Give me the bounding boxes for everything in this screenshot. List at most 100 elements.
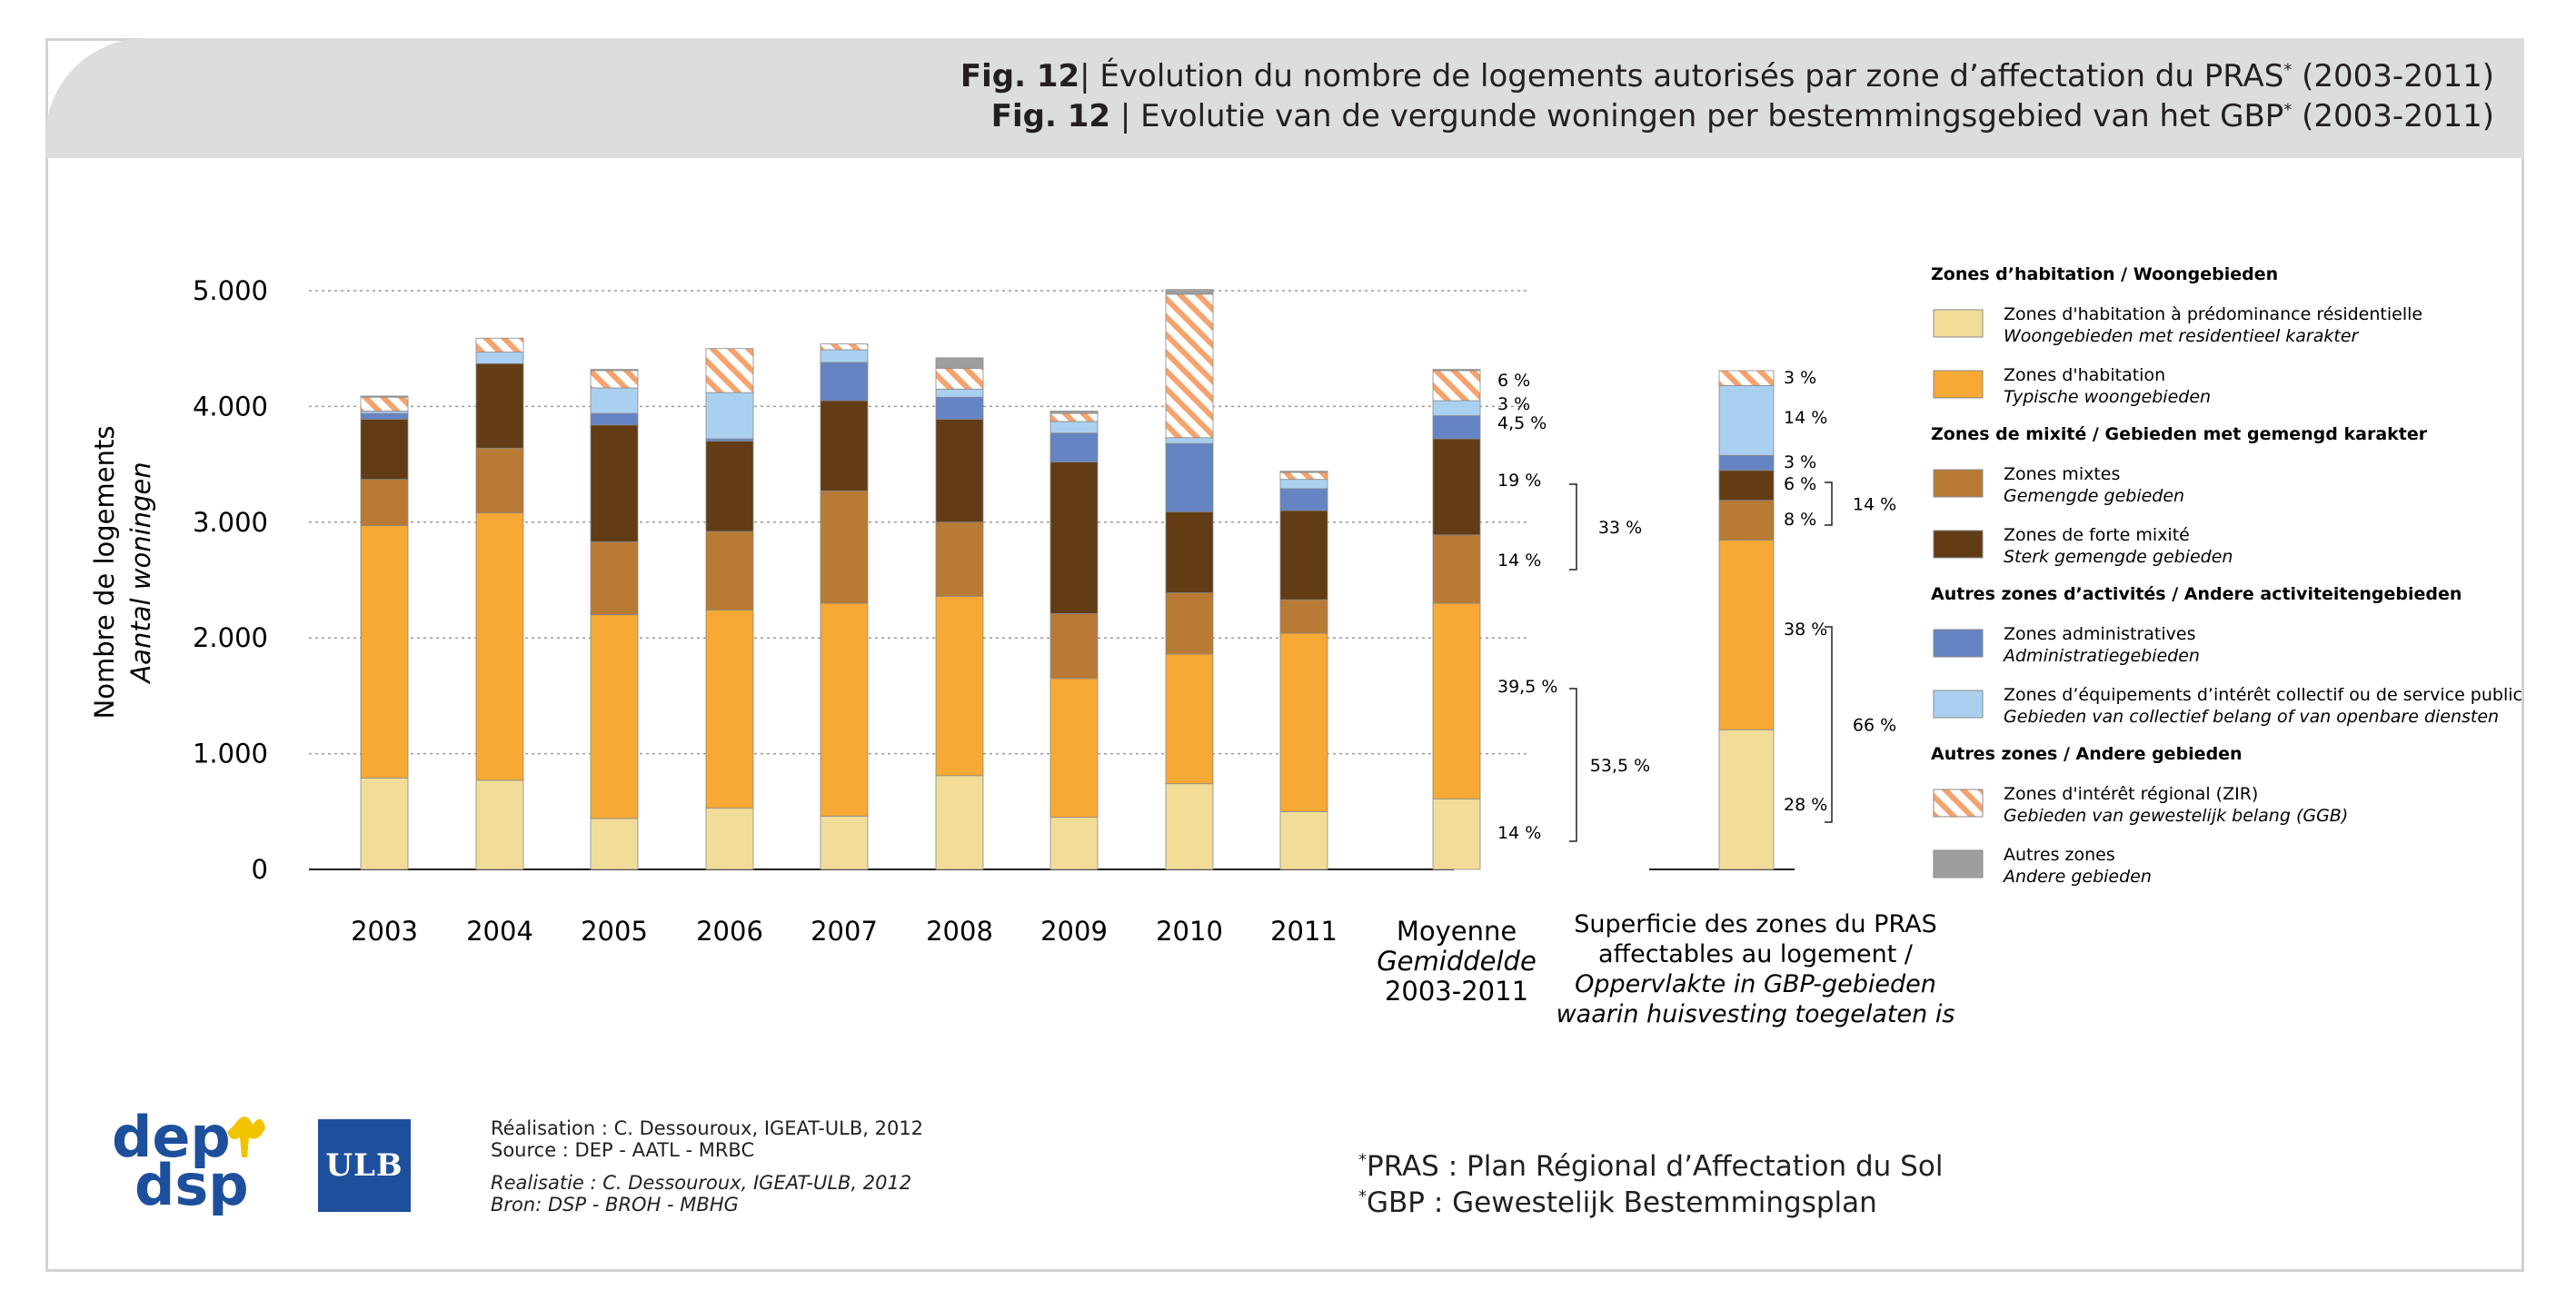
surface-title-fr: Superficie des zones du PRAS xyxy=(1574,910,1937,938)
x-tick-label: 2005 xyxy=(581,916,648,947)
surface-group-mixed-label: 14 % xyxy=(1853,495,1896,515)
legend-label-fr: Autres zones xyxy=(2004,845,2115,865)
bar-segment-strong_mixed xyxy=(1279,510,1328,600)
average-segment-label: 6 % xyxy=(1497,371,1530,391)
average-group-habitation-label: 53,5 % xyxy=(1590,756,1650,776)
surface-segment-label: 14 % xyxy=(1784,408,1827,428)
surface-segment-label: 6 % xyxy=(1784,474,1816,494)
credits-nl: Realisatie : C. Dessouroux, IGEAT-ULB, 2… xyxy=(491,1172,911,1216)
bar-segment-habitation xyxy=(1279,632,1328,812)
legend-label-fr: Zones mixtes xyxy=(2004,464,2120,484)
bar-segment-strong_mixed xyxy=(820,400,869,491)
bar-segment-residential xyxy=(1279,810,1328,870)
title-nl-tail: (2003-2011) xyxy=(2292,98,2494,134)
bar-segment-administrative xyxy=(820,362,869,402)
bar-segment-strong_mixed xyxy=(935,419,984,523)
surface-segment-label: 3 % xyxy=(1784,452,1816,472)
legend-swatch-strong_mixed xyxy=(1933,530,1984,559)
surface-segment-equipment xyxy=(1718,385,1775,456)
bar-segment-administrative xyxy=(590,412,639,426)
y-tick-label: 5.000 xyxy=(193,275,268,306)
average-group-mixed-bracket xyxy=(1569,483,1577,571)
title-fr: Fig. 12| Évolution du nombre de logement… xyxy=(960,58,2494,94)
legend-label-nl: Gebieden van gewestelijk belang (GGB) xyxy=(2004,806,2348,826)
legend-group-title: Autres zones / Andere gebieden xyxy=(1931,744,2243,764)
bar-segment-other xyxy=(1279,471,1328,473)
surface-title-fr: affectables au logement / xyxy=(1598,940,1914,968)
average-group-mixed-label: 33 % xyxy=(1598,518,1642,538)
legend-swatch-other xyxy=(1933,849,1984,878)
y-tick-label: 0 xyxy=(252,854,268,885)
y-tick-label: 3.000 xyxy=(193,507,268,538)
surface-segment-habitation xyxy=(1718,540,1775,730)
bar-segment-habitation xyxy=(360,525,409,779)
credits-fr: Réalisation : C. Dessouroux, IGEAT-ULB, … xyxy=(491,1117,923,1161)
bar-segment-other xyxy=(590,369,639,372)
bar-segment-strong_mixed xyxy=(1165,511,1214,593)
bar-segment-administrative xyxy=(935,396,984,420)
credit-fr-line2: Source : DEP - AATL - MRBC xyxy=(491,1139,755,1161)
bar-segment-zir xyxy=(360,396,409,412)
surface-segment-label: 3 % xyxy=(1784,368,1816,388)
credit-nl-line2: Bron: DSP - BROH - MBHG xyxy=(491,1194,739,1216)
legend-label-nl: Sterk gemengde gebieden xyxy=(2004,547,2233,567)
chart-labels: 0 1.000 2.000 3.000 4.000 5.000 Nombre de loge… xyxy=(89,275,1954,1028)
bar-segment-residential xyxy=(360,777,409,870)
surface-segment-label: 28 % xyxy=(1784,795,1827,815)
x-tick-label: 2006 xyxy=(696,916,763,947)
bar-segment-strong_mixed xyxy=(590,424,639,542)
bar-segment-zir xyxy=(590,370,639,389)
bar-segment-equipment xyxy=(590,387,639,414)
x-tick-label: Moyenne xyxy=(1397,916,1517,947)
bar-segment-zir xyxy=(475,337,524,352)
x-tick-label: 2011 xyxy=(1270,916,1338,947)
bar-segment-strong_mixed xyxy=(1432,438,1481,536)
legend-swatch-zir xyxy=(1933,789,1984,818)
bar-segment-habitation xyxy=(705,610,754,809)
asterisk-fr: * xyxy=(2283,60,2293,80)
bar-segment-mixed xyxy=(935,521,984,597)
bar-segment-mixed xyxy=(475,447,524,514)
bar-segment-strong_mixed xyxy=(475,362,524,449)
legend-label-nl: Gebieden van collectief belang of van op… xyxy=(2004,707,2499,727)
bar-segment-mixed xyxy=(1432,534,1481,604)
x-tick-sublabel: 2003-2011 xyxy=(1385,976,1528,1007)
surface-title-nl: waarin huisvesting toegelaten is xyxy=(1557,1000,1955,1028)
average-segment-label: 19 % xyxy=(1497,471,1541,491)
bar-segment-habitation xyxy=(475,512,524,781)
title-fr-text: | Évolution du nombre de logements autor… xyxy=(1079,58,2284,94)
surface-segment-zir xyxy=(1718,370,1775,386)
bar-segment-equipment xyxy=(820,349,869,363)
bar-segment-residential xyxy=(820,815,869,870)
legend-swatch-equipment xyxy=(1933,690,1984,719)
surface-group-mixed-bracket xyxy=(1825,481,1833,526)
bar-segment-habitation xyxy=(1432,602,1481,799)
bar-segment-residential xyxy=(935,775,984,870)
bar-segment-habitation xyxy=(590,614,639,819)
bar-segment-mixed xyxy=(1279,599,1328,634)
legend-label-fr: Zones d'habitation à prédominance réside… xyxy=(2004,304,2422,324)
bar-segment-mixed xyxy=(590,541,639,616)
legend-label-fr: Zones d'habitation xyxy=(2004,365,2165,385)
average-segment-label: 39,5 % xyxy=(1497,677,1557,697)
y-axis-title: Nombre de logements xyxy=(89,426,120,720)
bar-segment-residential xyxy=(475,779,524,870)
footnote-pras-text: PRAS : Plan Régional d’Affectation du So… xyxy=(1367,1150,1944,1183)
bars xyxy=(360,289,1775,870)
legend-label-nl: Typische woongebieden xyxy=(2004,387,2211,407)
footnote-gbp-asterisk: * xyxy=(1358,1186,1367,1206)
bar-segment-other xyxy=(935,357,984,369)
x-tick-sublabel: Gemiddelde xyxy=(1377,946,1537,977)
title-nl-text: | Evolutie van de vergunde woningen per … xyxy=(1110,98,2284,134)
bar-segment-other xyxy=(1049,411,1099,414)
credit-fr-line1: Réalisation : C. Dessouroux, IGEAT-ULB, … xyxy=(491,1117,924,1139)
bar-segment-habitation xyxy=(935,595,984,777)
legend-label-nl: Andere gebieden xyxy=(2002,867,2152,887)
bar-segment-mixed xyxy=(360,479,409,527)
bar-segment-administrative xyxy=(360,412,409,420)
surface-title-nl: Oppervlakte in GBP-gebieden xyxy=(1575,970,1936,998)
bar-segment-mixed xyxy=(1165,592,1214,655)
average-group-habitation-bracket xyxy=(1569,688,1577,842)
bar-segment-other xyxy=(1432,369,1481,372)
